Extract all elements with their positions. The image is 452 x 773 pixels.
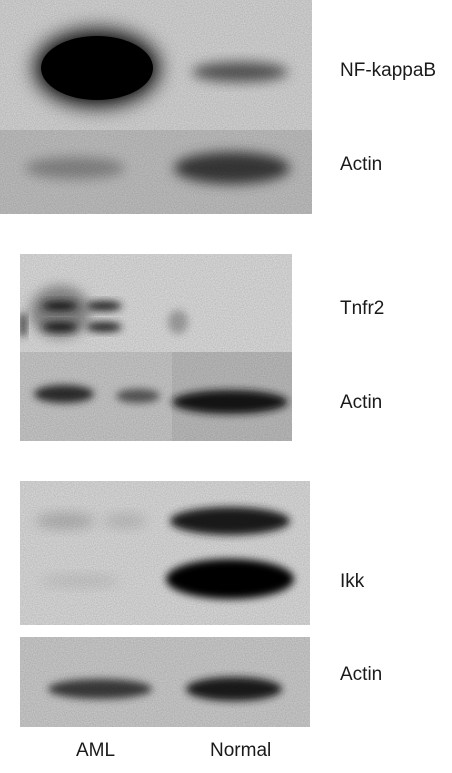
panel-label-actin-2: Actin — [340, 392, 383, 413]
blot-actin-3 — [20, 637, 310, 727]
blot-actin-1 — [0, 130, 312, 214]
blot-nfkappab — [0, 0, 312, 130]
panel-label-actin-1: Actin — [340, 154, 383, 175]
blot-ikk — [20, 481, 310, 625]
panel-label-actin-3: Actin — [340, 664, 383, 685]
blot-tnfr2 — [20, 254, 292, 352]
blot-actin-2 — [20, 352, 292, 441]
lane-label-normal: Normal — [210, 740, 272, 761]
panel-label-nfkappab: NF-kappaB — [340, 60, 437, 81]
lane-label-aml: AML — [76, 740, 116, 761]
panel-label-tnfr2: Tnfr2 — [340, 298, 385, 319]
panel-label-ikk: Ikk — [340, 571, 365, 592]
